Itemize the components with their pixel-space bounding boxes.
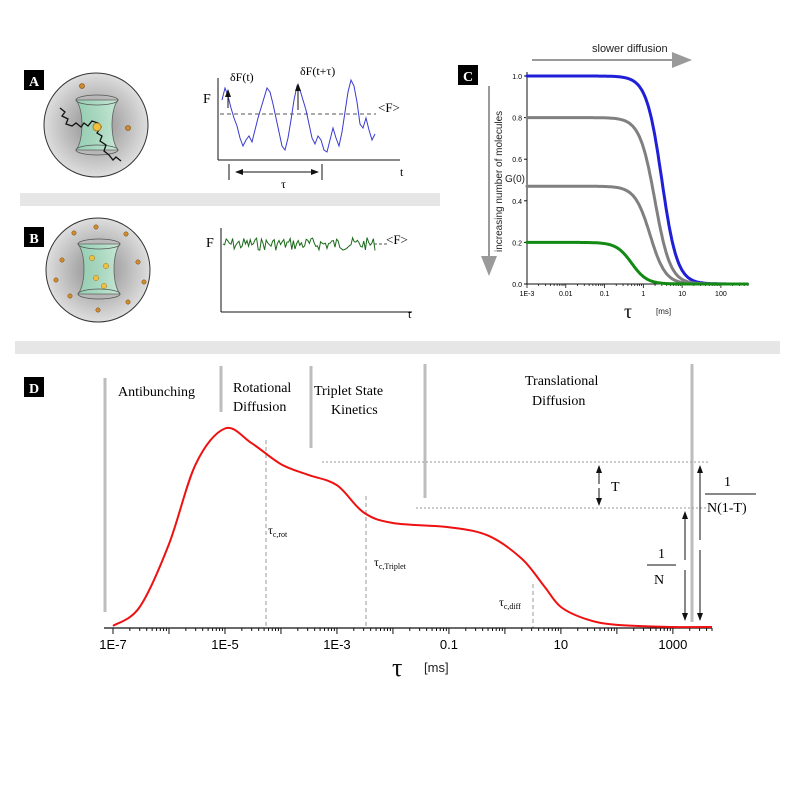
panel-c-x-tick-label: 100 <box>715 291 727 298</box>
panel-c-label: C <box>463 70 473 85</box>
panel-d-x-tick-label: 1E-5 <box>211 637 238 652</box>
panel-b-y-label: F <box>206 236 214 251</box>
panel-a-sphere-illustration <box>43 72 149 178</box>
panel-d-inv-N-numerator: 1 <box>658 547 665 562</box>
panel-d-x-tick-label: 0.1 <box>440 637 458 652</box>
panel-d: D Antibunching Rotational Diffusion Trip… <box>24 364 756 682</box>
panel-c-y-tick-label: 0.2 <box>512 240 522 247</box>
panel-a-dF-ttau-label: δF(t+τ) <box>300 64 335 78</box>
panel-c-badge <box>458 65 478 85</box>
panel-a-trace-plot: F t <F> δF(t) δF(t+τ) τ <box>203 64 404 191</box>
panel-d-badge <box>24 377 44 397</box>
panel-d-region-translational-line2: Diffusion <box>532 394 585 409</box>
separator-bar-top <box>20 193 440 206</box>
panel-d-x-unit: [ms] <box>424 660 449 675</box>
panel-b-x-label: t <box>408 307 412 321</box>
panel-d-label: D <box>29 382 39 397</box>
panel-d-region-antibunching: Antibunching <box>118 385 195 400</box>
panel-d-inv-NT-denominator: N(1-T) <box>707 501 747 516</box>
panel-c-x-tick-label: 1E-3 <box>520 291 535 298</box>
panel-b-fluorescence-trace <box>222 236 376 252</box>
panel-d-region-rotational-line2: Diffusion <box>233 400 286 415</box>
panel-d-tau-diff-label: τc,diff <box>499 595 521 611</box>
panel-c-x-label: τ <box>624 301 632 323</box>
panel-a-dF-t-label: δF(t) <box>230 70 254 84</box>
panel-d-region-rotational-line1: Rotational <box>233 381 291 396</box>
panel-b-sphere-illustration <box>45 217 151 323</box>
panel-c-x-tick-label: 0.1 <box>600 291 610 298</box>
panel-c-x-unit: [ms] <box>656 307 671 316</box>
panel-b-badge <box>24 227 44 247</box>
panel-c-y-label: G(0) <box>505 174 525 185</box>
panel-c-x-tick-label: 1 <box>641 291 645 298</box>
panel-d-region-triplet-line2: Kinetics <box>331 403 378 418</box>
panel-d-region-translational-line1: Translational <box>525 374 598 389</box>
panel-d-tau-triplet-label: τc,Triplet <box>374 555 407 571</box>
panel-a-badge <box>24 70 44 90</box>
panel-a-label: A <box>29 75 40 90</box>
separator-bar-bottom <box>15 341 780 354</box>
panel-d-inv-NT-numerator: 1 <box>724 475 731 490</box>
panel-c-x-tick-label: 0.01 <box>559 291 573 298</box>
panel-c-y-tick-label: 1.0 <box>512 74 522 81</box>
panel-b-mean-label: <F> <box>386 232 408 247</box>
panel-c-top-arrow-label: slower diffusion <box>592 43 668 55</box>
panel-c: C slower diffusion increasing number of … <box>458 43 749 323</box>
panel-a: A F t <F> δF(t) δF(t+τ) <box>24 64 404 191</box>
panel-d-inv-N-denominator: N <box>654 573 664 588</box>
panel-a-tau-label: τ <box>281 177 286 191</box>
panel-d-x-tick-label: 1000 <box>658 637 687 652</box>
panel-d-tau-rot-label: τc,rot <box>268 523 288 539</box>
panel-d-chart: 1E-7 1E-5 1E-3 0.1 10 1000 <box>99 426 713 652</box>
panel-c-chart: 0.0 0.2 0.4 0.6 0.8 1.0 1E-3 0.01 0.1 1 10 100 <box>512 72 749 298</box>
panel-d-T-label: T <box>611 480 620 495</box>
panel-c-y-tick-label: 0.4 <box>512 199 522 206</box>
panel-b-label: B <box>29 232 38 247</box>
panel-d-region-triplet-line1: Triplet State <box>314 384 383 399</box>
panel-c-x-tick-label: 10 <box>678 291 686 298</box>
panel-c-y-tick-label: 0.8 <box>512 116 522 123</box>
panel-c-series-green <box>525 240 749 286</box>
panel-c-series-blue <box>525 74 749 286</box>
panel-d-correlation-curve <box>112 426 713 629</box>
panel-b: B F t <F> <box>24 217 412 323</box>
panel-d-x-tick-label: 1E-7 <box>99 637 126 652</box>
panel-a-y-label: F <box>203 92 211 107</box>
panel-d-x-tick-label: 1E-3 <box>323 637 350 652</box>
panel-b-trace-plot: F t <F> <box>206 228 412 321</box>
panel-c-y-tick-label: 0.6 <box>512 157 522 164</box>
panel-a-mean-label: <F> <box>378 100 400 115</box>
panel-d-x-tick-label: 10 <box>554 637 568 652</box>
panel-c-y-tick-label: 0.0 <box>512 282 522 289</box>
panel-c-side-arrow-label: increasing number of molecules <box>494 111 505 252</box>
panel-a-x-label: t <box>400 165 404 179</box>
panel-d-x-label: τ <box>392 653 402 682</box>
